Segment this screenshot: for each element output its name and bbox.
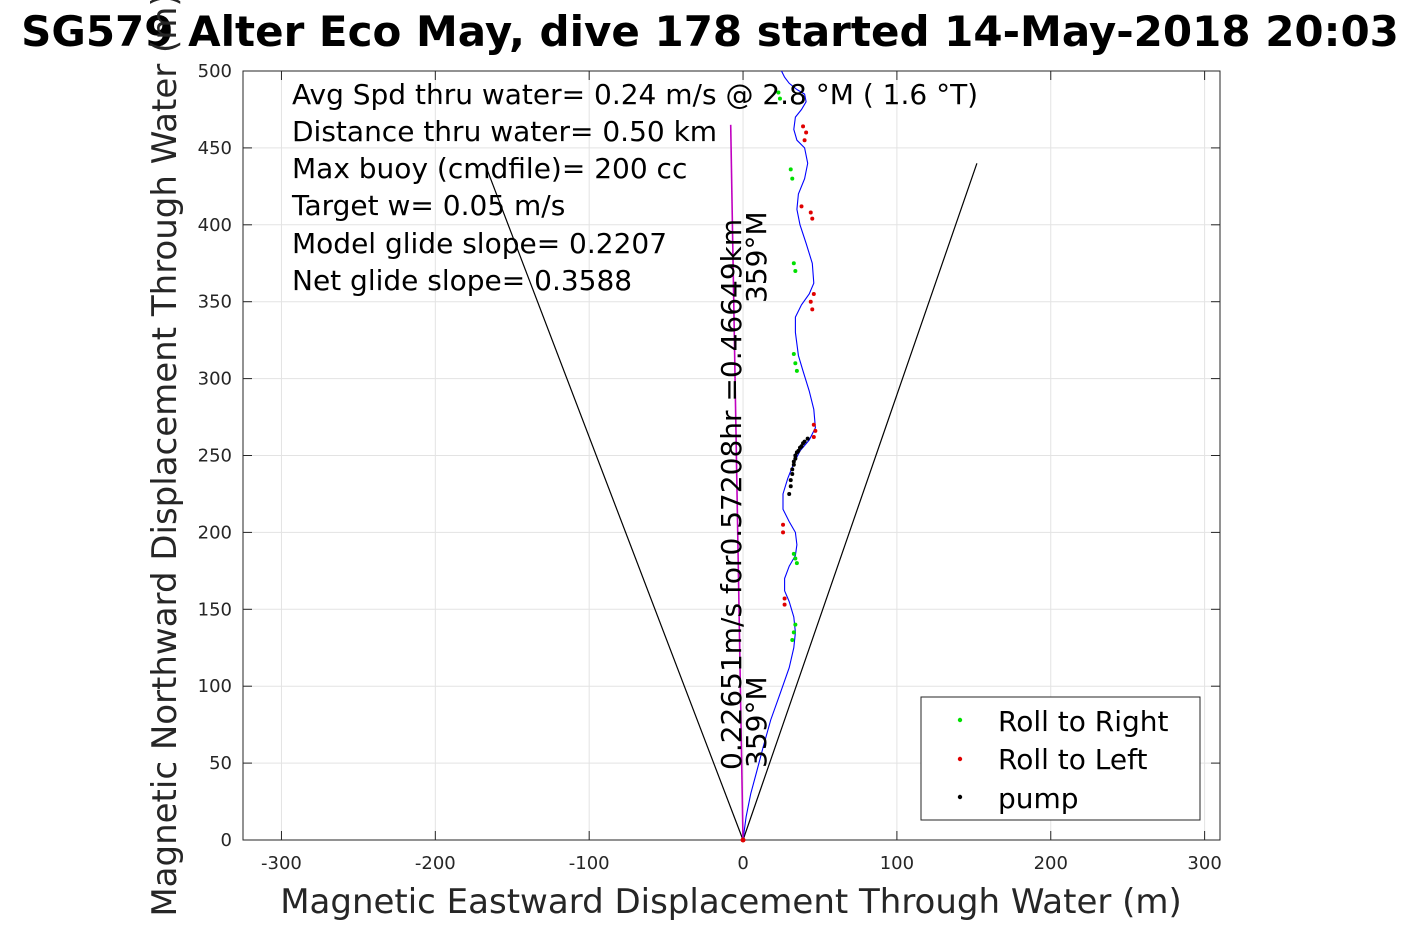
roll-left-marker (811, 435, 816, 440)
glider-track-line (742, 70, 816, 841)
pump-marker (787, 491, 792, 496)
roll-left-marker (802, 138, 807, 143)
y-tick-label: 100 (198, 676, 232, 697)
annotation-avg-speed: Avg Spd thru water= 0.24 m/s @ 2.8 °M ( … (292, 78, 978, 111)
roll-left-marker (808, 210, 813, 215)
pump-marker (788, 478, 793, 483)
legend-box (920, 696, 1201, 821)
roll-right-marker (790, 638, 795, 643)
dive-start-point (740, 837, 746, 843)
roll-left-marker (782, 596, 787, 601)
roll-left-marker (810, 216, 815, 221)
heading-label-end: 359°M (740, 211, 773, 303)
roll-right-marker (776, 90, 781, 95)
roll-right-marker (788, 167, 793, 172)
roll-right-marker (793, 268, 798, 273)
pump-marker (790, 471, 795, 476)
y-tick-label: 250 (198, 446, 232, 467)
roll-right-marker (791, 351, 796, 356)
pump-marker (790, 467, 795, 472)
roll-left-marker (811, 422, 816, 427)
legend-marker-roll-right (957, 717, 963, 723)
roll-left-marker (810, 307, 815, 312)
roll-right-marker (793, 361, 798, 366)
x-tick-label: 200 (1034, 853, 1068, 874)
axis-ticks: -300 -200 -100 0 100 200 300 0 50 100 150 200 250 300… (198, 61, 1222, 874)
pump-marker (793, 453, 798, 458)
x-tick-label: -300 (261, 853, 302, 874)
glide-cone-right-line (742, 163, 978, 841)
roll-left-marker (799, 204, 804, 209)
roll-left-marker (804, 130, 809, 135)
annotation-model-glide-slope: Model glide slope= 0.2207 (292, 227, 667, 260)
pump-marker (791, 459, 796, 464)
x-tick-label: 0 (737, 853, 748, 874)
pump-marker (788, 484, 793, 489)
roll-left-marker (781, 530, 786, 535)
annotation-block: Avg Spd thru water= 0.24 m/s @ 2.8 °M ( … (291, 78, 978, 297)
annotation-net-glide-slope: Net glide slope= 0.3588 (292, 264, 632, 297)
y-axis-label: Magnetic Northward Displacement Through … (145, 0, 185, 917)
roll-left-marker (801, 124, 806, 129)
pump-marker (796, 448, 801, 453)
legend-marker-roll-left (957, 756, 963, 762)
roll-left-marker (813, 428, 818, 433)
roll-right-marker (777, 96, 782, 101)
legend-label-roll-left: Roll to Left (998, 743, 1147, 776)
pump-marker (793, 456, 798, 461)
chart-title: SG579 Alter Eco May, dive 178 started 14… (21, 7, 1399, 56)
y-tick-label: 500 (198, 61, 232, 82)
roll-right-marker (793, 622, 798, 627)
heading-line (729, 124, 744, 841)
x-tick-label: -200 (415, 853, 456, 874)
roll-right-marker (793, 556, 798, 561)
roll-left-marker (782, 602, 787, 607)
annotation-distance: Distance thru water= 0.50 km (292, 115, 717, 148)
y-tick-label: 0 (221, 830, 232, 851)
roll-right-marker (794, 368, 799, 373)
x-axis-label: Magnetic Eastward Displacement Through W… (280, 882, 1182, 922)
y-tick-label: 400 (198, 215, 232, 236)
roll-right-marker (790, 176, 795, 181)
pump-marker (802, 439, 807, 444)
pump-marker (791, 462, 796, 467)
y-tick-label: 450 (198, 138, 232, 159)
y-tick-label: 350 (198, 292, 232, 313)
x-tick-label: 100 (880, 853, 914, 874)
roll-right-marker (791, 630, 796, 635)
data-layer (487, 70, 978, 843)
legend: Roll to Right Roll to Left pump (920, 696, 1201, 821)
y-tick-label: 200 (198, 522, 232, 543)
y-tick-label: 50 (209, 753, 232, 774)
annotation-max-buoy: Max buoy (cmdfile)= 200 cc (292, 152, 687, 185)
roll-left-marker (808, 299, 813, 304)
pump-marker (805, 436, 810, 441)
x-tick-label: 300 (1187, 853, 1221, 874)
heading-label-start: 359°M (740, 676, 773, 768)
y-tick-label: 150 (198, 599, 232, 620)
glide-cone-left-line (487, 170, 744, 841)
legend-label-pump: pump (998, 782, 1079, 815)
pump-marker (799, 444, 804, 449)
roll-right-marker (791, 551, 796, 556)
roll-left-marker (781, 522, 786, 527)
roll-right-marker (794, 561, 799, 566)
annotation-target-w: Target w= 0.05 m/s (291, 189, 565, 222)
roll-left-marker (811, 292, 816, 297)
heading-speed-label: 0.22651m/s for0.57208hr =0.46649km (715, 219, 748, 770)
x-tick-label: -100 (569, 853, 610, 874)
y-tick-label: 300 (198, 369, 232, 390)
legend-label-roll-right: Roll to Right (998, 705, 1169, 738)
roll-right-marker (791, 261, 796, 266)
legend-marker-pump (957, 794, 963, 800)
